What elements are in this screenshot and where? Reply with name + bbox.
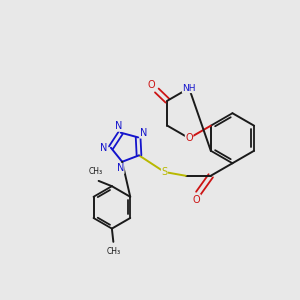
Text: CH₃: CH₃	[106, 247, 120, 256]
Text: O: O	[193, 195, 201, 205]
Text: O: O	[148, 80, 155, 90]
Text: N: N	[140, 128, 147, 138]
Text: NH: NH	[182, 84, 196, 93]
Text: N: N	[115, 121, 122, 131]
Text: O: O	[185, 133, 193, 143]
Text: N: N	[100, 143, 108, 153]
Text: N: N	[117, 164, 124, 173]
Text: S: S	[161, 167, 167, 177]
Text: CH₃: CH₃	[88, 167, 103, 176]
